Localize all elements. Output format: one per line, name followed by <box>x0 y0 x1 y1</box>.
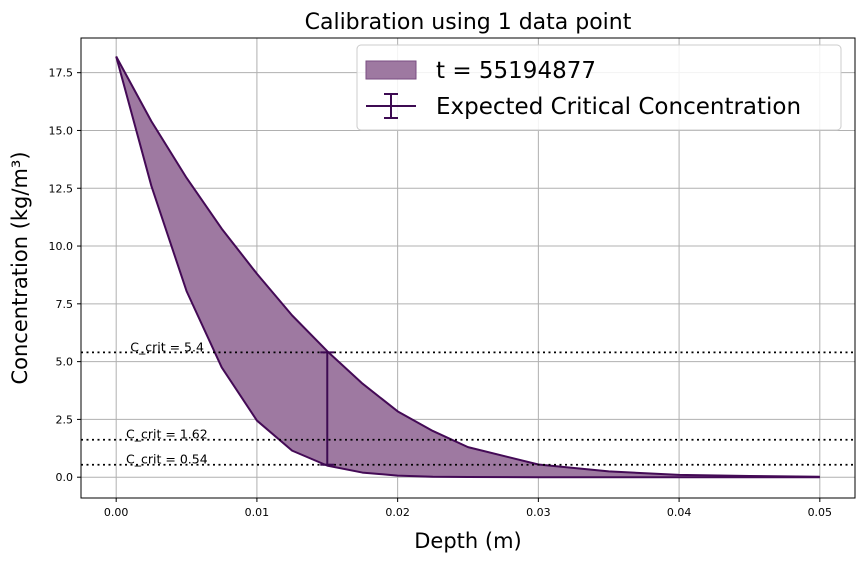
x-axis: 0.00 0.01 0.02 0.03 0.04 0.05 <box>104 498 832 519</box>
critical-line-label: C_crit = 0.54 <box>126 452 208 467</box>
legend-band-label: t = 55194877 <box>436 58 596 84</box>
x-tick-label: 0.01 <box>245 506 270 519</box>
legend-errorbar-marker <box>366 93 416 119</box>
critical-line-label: C_crit = 1.62 <box>126 427 208 442</box>
plot-area: C_crit = 5.4 C_crit = 1.62 C_crit = 0.54 <box>81 56 855 479</box>
x-tick-label: 0.03 <box>526 506 551 519</box>
y-tick-label: 5.0 <box>56 356 74 369</box>
x-axis-label: Depth (m) <box>414 529 521 553</box>
y-axis: 0.0 2.5 5.0 7.5 10.0 12.5 15.0 17.5 <box>49 67 81 484</box>
plot-frame <box>80 37 856 499</box>
legend-box <box>356 44 842 131</box>
y-tick-label: 15.0 <box>49 124 74 137</box>
legend-errorbar-label: Expected Critical Concentration <box>436 94 801 120</box>
x-tick-label: 0.04 <box>667 506 692 519</box>
y-tick-label: 12.5 <box>49 182 74 195</box>
y-tick-label: 17.5 <box>49 67 74 80</box>
x-tick-label: 0.00 <box>104 506 129 519</box>
y-tick-label: 2.5 <box>56 413 74 426</box>
band-lower-curve <box>115 56 820 479</box>
y-axis-label: Concentration (kg/m³) <box>8 151 32 384</box>
x-tick-label: 0.05 <box>808 506 833 519</box>
band-upper-curve <box>115 56 820 478</box>
legend-band-swatch <box>365 60 417 80</box>
critical-line-label: C_crit = 5.4 <box>130 339 204 354</box>
y-tick-label: 0.0 <box>56 471 74 484</box>
legend: t = 55194877 Expected Critical Concentra… <box>356 44 842 131</box>
chart-title: Calibration using 1 data point <box>305 10 632 35</box>
y-tick-label: 7.5 <box>56 298 74 311</box>
y-tick-label: 10.0 <box>49 240 74 253</box>
x-tick-label: 0.02 <box>385 506 410 519</box>
confidence-band <box>116 56 820 478</box>
